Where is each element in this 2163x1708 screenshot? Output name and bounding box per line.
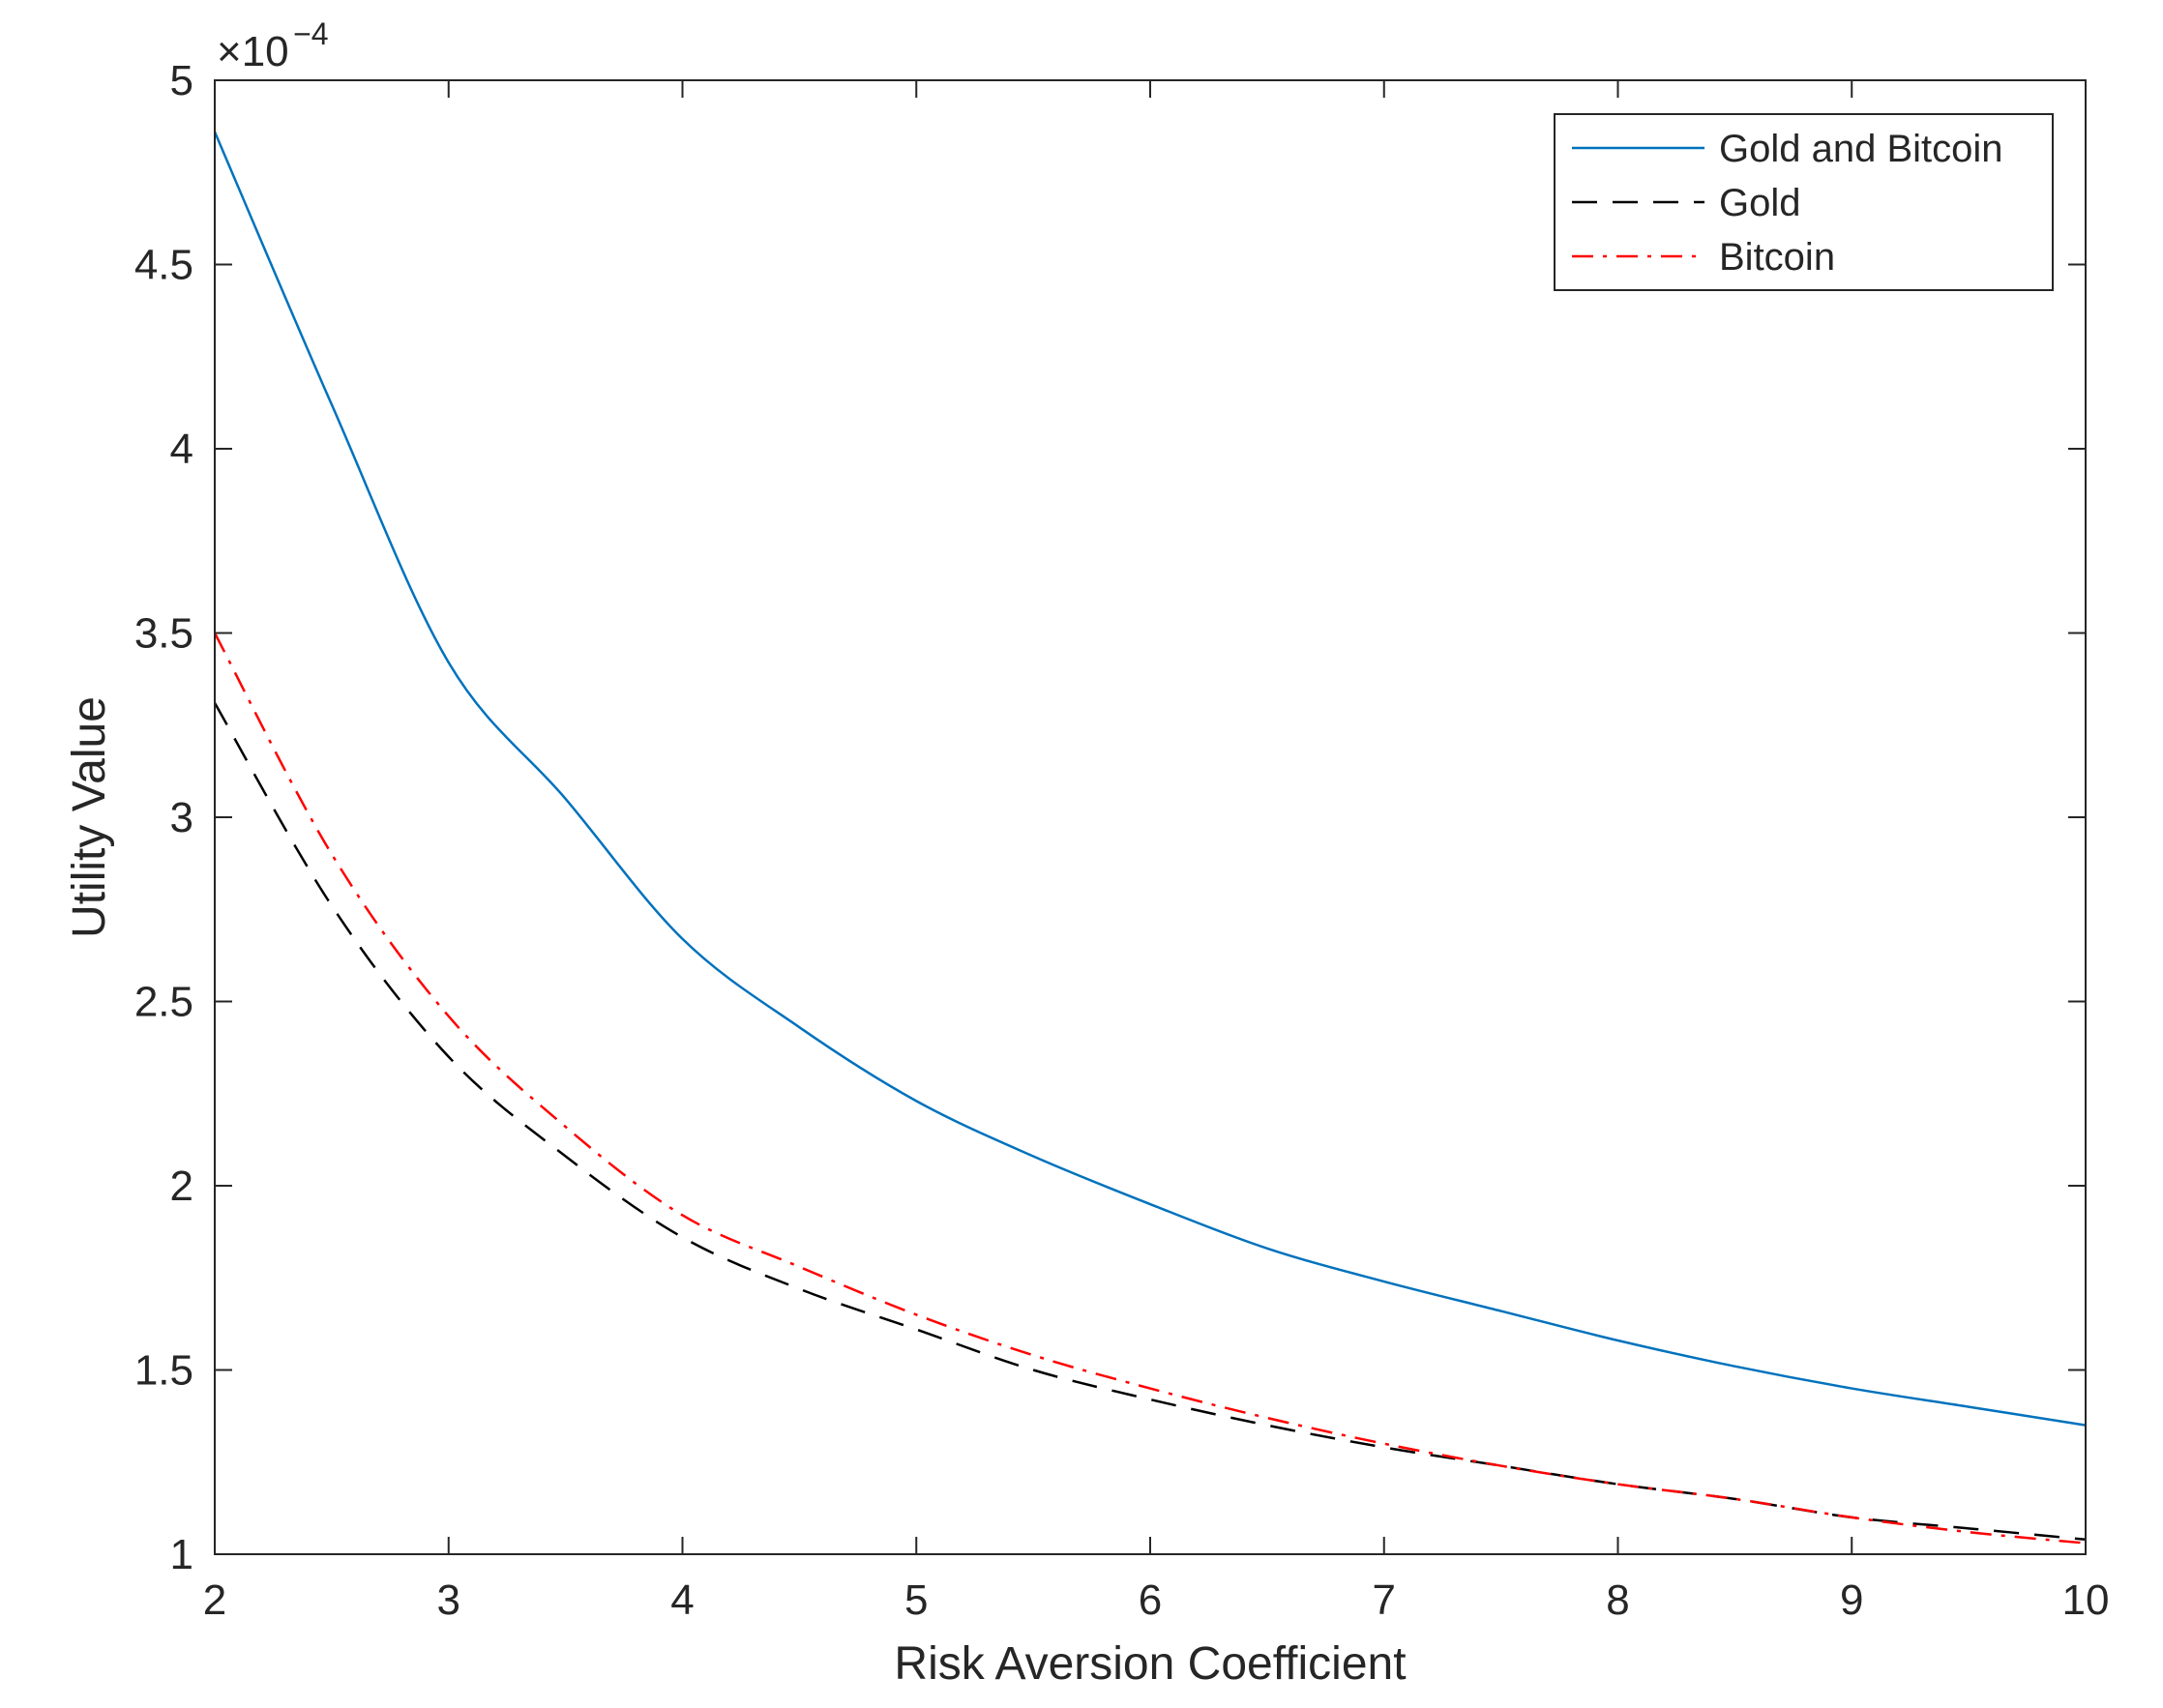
y-tick-label: 3.5 <box>134 610 193 658</box>
y-tick-label: 2 <box>170 1163 193 1210</box>
legend: Gold and Bitcoin Gold Bitcoin <box>1554 113 2054 291</box>
x-axis-title: Risk Aversion Coefficient <box>894 1638 1406 1690</box>
y-tick-label: 1.5 <box>134 1347 193 1395</box>
x-tick-label: 5 <box>904 1576 928 1624</box>
y-tick-label: 2.5 <box>134 979 193 1026</box>
legend-label: Gold <box>1719 182 1801 224</box>
x-tick-label: 3 <box>437 1576 460 1624</box>
legend-label: Bitcoin <box>1719 236 1835 279</box>
exponent-base: ×10 <box>217 28 289 75</box>
legend-label: Gold and Bitcoin <box>1719 128 2003 170</box>
series-line-gold-and-bitcoin <box>213 131 2087 1427</box>
x-tick-label: 4 <box>670 1576 694 1624</box>
x-tick-label: 8 <box>1606 1576 1629 1624</box>
exponent-power: −4 <box>293 16 328 51</box>
y-axis-exponent-label: ×10 −4 <box>217 16 329 75</box>
series-line-bitcoin <box>213 632 2087 1545</box>
x-tick-label: 2 <box>203 1576 226 1624</box>
y-tick-label: 4 <box>170 426 193 473</box>
x-tick-label: 7 <box>1373 1576 1396 1624</box>
y-tick-label: 1 <box>170 1531 193 1578</box>
x-tick-label: 10 <box>2062 1576 2110 1624</box>
axis-ticks <box>214 79 2087 1555</box>
x-tick-label: 6 <box>1139 1576 1162 1624</box>
y-tick-label: 4.5 <box>134 242 193 289</box>
series-line-gold <box>213 702 2087 1542</box>
series-lines <box>213 131 2087 1545</box>
x-tick-label: 9 <box>1840 1576 1863 1624</box>
y-tick-label: 3 <box>170 794 193 841</box>
y-axis-title: Utility Value <box>64 696 115 938</box>
plot-area-frame <box>214 79 2087 1555</box>
axis-tick-labels: 2 3 4 5 6 7 8 9 10 1 1.5 2 2.5 3 3.5 4 4.5 5 <box>134 57 2110 1624</box>
y-tick-label: 5 <box>170 57 193 104</box>
